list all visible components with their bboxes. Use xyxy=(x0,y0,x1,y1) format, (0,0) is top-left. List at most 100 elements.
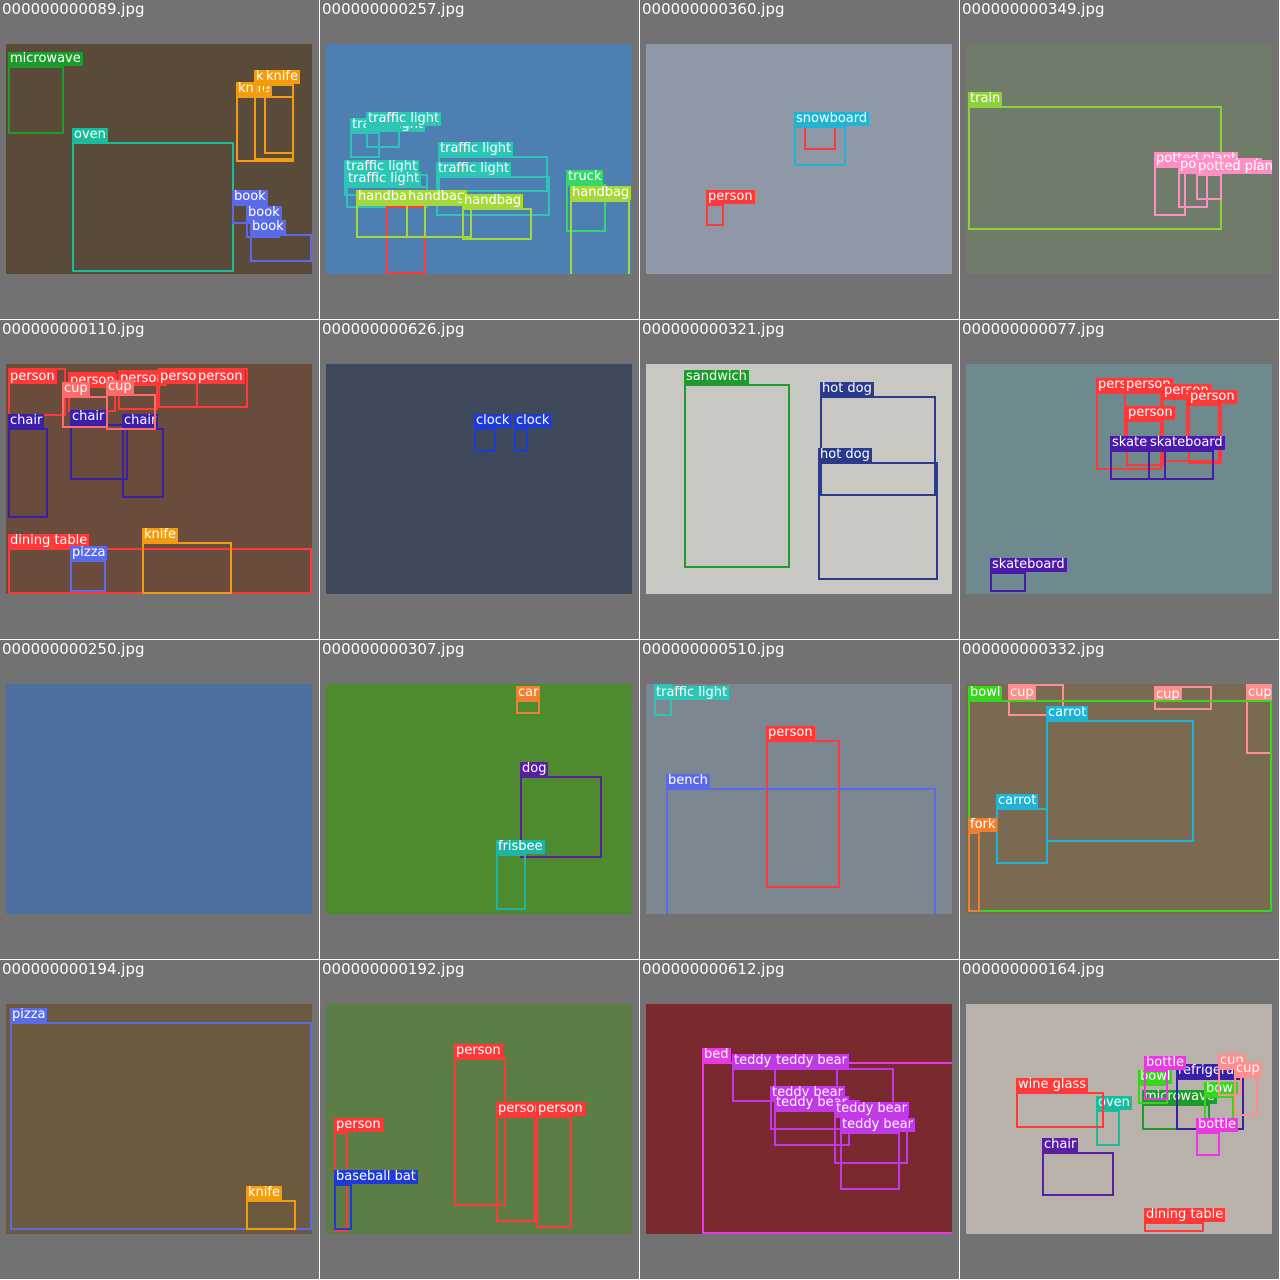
photo: personsnowboardperson xyxy=(646,44,952,274)
detection-label: traffic light xyxy=(436,161,512,176)
photo: traffic light traffic light traffic light t… xyxy=(326,44,632,274)
bounding-box: person xyxy=(158,368,207,408)
detection-label: person xyxy=(536,1101,585,1116)
detection-label: microwave xyxy=(8,51,83,66)
detection-label: skateboard xyxy=(990,557,1067,572)
bounding-box: knife xyxy=(246,1186,296,1230)
bounding-box: pizza xyxy=(70,546,108,592)
bounding-box: person xyxy=(196,368,248,408)
detection-label: skateboard xyxy=(1148,435,1225,450)
image-tile[interactable]: 000000000307.jpg car dog frisbee xyxy=(320,640,639,959)
photo: pizza knife xyxy=(6,1004,312,1234)
bounding-box: clock xyxy=(514,414,552,452)
image-tile[interactable]: 000000000257.jpg traffic light traffic lig… xyxy=(320,0,639,319)
detection-label: frisbee xyxy=(496,839,545,854)
image-tile[interactable]: 000000000164.jpg chair dining table oven mic… xyxy=(960,960,1279,1279)
bounding-box: chair xyxy=(1042,1138,1114,1196)
detection-label: bottle xyxy=(1144,1055,1187,1070)
detection-label: hot dog xyxy=(818,447,872,462)
bounding-box: bowl xyxy=(968,686,1272,912)
detection-label: person xyxy=(1124,377,1173,392)
photo xyxy=(6,684,312,914)
photo: chair dining table oven microwave refrigerat… xyxy=(966,1004,1272,1234)
image-tile[interactable]: 000000000077.jpg person person person person… xyxy=(960,320,1279,639)
detection-label: person xyxy=(8,369,57,384)
image-filename: 000000000349.jpg xyxy=(962,0,1105,18)
image-filename: 000000000612.jpg xyxy=(642,960,785,978)
image-tile[interactable]: 000000000089.jpgmicrowaveovenknifeknifek… xyxy=(0,0,319,319)
bounding-box: sandwich xyxy=(684,370,790,568)
bounding-box: person xyxy=(496,1102,545,1222)
photo: person person person person person chair chair… xyxy=(6,364,312,594)
detection-label: dining table xyxy=(1144,1207,1226,1222)
bounding-box: clock xyxy=(474,414,512,452)
photo: traffic light person bench xyxy=(646,684,952,914)
image-tile[interactable]: 000000000332.jpg cup cup cup bowl carrot carro… xyxy=(960,640,1279,959)
detection-label: traffic light xyxy=(344,159,420,174)
image-filename: 000000000194.jpg xyxy=(2,960,145,978)
image-filename: 000000000089.jpg xyxy=(2,0,145,18)
photo: person person person person person skateboard… xyxy=(966,364,1272,594)
bounding-box: cup xyxy=(1154,686,1212,710)
detection-label: person xyxy=(1188,389,1237,404)
detection-label: sandwich xyxy=(684,369,749,384)
bounding-box: person xyxy=(766,726,840,888)
bounding-box: snowboard xyxy=(794,112,870,166)
detection-label: cup xyxy=(62,381,90,396)
detection-label: person xyxy=(334,1117,383,1132)
image-tile[interactable]: 000000000192.jpg person person person person… xyxy=(320,960,639,1279)
bounding-box: dining table xyxy=(1144,1208,1226,1232)
bounding-box: truck xyxy=(566,170,606,232)
image-tile[interactable]: 000000000612.jpg bed teddy bear teddy bear t… xyxy=(640,960,959,1279)
image-filename: 000000000332.jpg xyxy=(962,640,1105,658)
bounding-box: cup xyxy=(1234,1062,1262,1116)
image-filename: 000000000077.jpg xyxy=(962,320,1105,338)
image-filename: 000000000510.jpg xyxy=(642,640,785,658)
image-filename: 000000000192.jpg xyxy=(322,960,465,978)
detection-label: person xyxy=(496,1101,545,1116)
bounding-box: wine glass xyxy=(1016,1078,1104,1128)
detection-label: carrot xyxy=(996,793,1039,808)
image-tile[interactable]: 000000000510.jpg traffic light person bench xyxy=(640,640,959,959)
photo: microwaveovenknifeknifeknifebookbookbook xyxy=(6,44,312,274)
detection-label: bench xyxy=(666,773,710,788)
detection-label: baseball bat xyxy=(334,1169,418,1184)
photo: sandwich hot dog hot dog xyxy=(646,364,952,594)
image-filename: 000000000307.jpg xyxy=(322,640,465,658)
bounding-box: book xyxy=(250,220,312,262)
bounding-box: teddy bear xyxy=(774,1096,850,1146)
image-tile[interactable]: 000000000321.jpg sandwich hot dog hot dog xyxy=(640,320,959,639)
detection-label: knife xyxy=(264,69,300,84)
image-filename: 000000000626.jpg xyxy=(322,320,465,338)
bounding-box: microwave xyxy=(8,52,83,134)
image-tile[interactable]: 000000000250.jpg xyxy=(0,640,319,959)
image-filename: 000000000257.jpg xyxy=(322,0,465,18)
detection-label: person xyxy=(196,369,245,384)
detection-label: clock xyxy=(514,413,552,428)
photo: person person person person baseball bat xyxy=(326,1004,632,1234)
image-tile[interactable]: 000000000110.jpg person person person person… xyxy=(0,320,319,639)
detection-label: chair xyxy=(122,413,159,428)
bounding-box: skateboard xyxy=(1148,436,1225,480)
image-tile[interactable]: 000000000360.jpgpersonsnowboardperson xyxy=(640,0,959,319)
bounding-box: bench xyxy=(666,774,936,914)
bounding-box: person xyxy=(706,190,755,226)
image-tile[interactable]: 000000000626.jpg clock clock xyxy=(320,320,639,639)
detection-label: traffic light xyxy=(654,685,730,700)
bounding-box: bottle xyxy=(1196,1118,1239,1156)
bounding-box: traffic light xyxy=(366,112,442,148)
detection-label: clock xyxy=(474,413,512,428)
detection-label: snowboard xyxy=(794,111,870,126)
detection-label: dining table xyxy=(8,533,90,548)
image-tile[interactable]: 000000000194.jpg pizza knife xyxy=(0,960,319,1279)
detection-label: dog xyxy=(520,761,549,776)
photo: cup cup cup bowl carrot carrot fork xyxy=(966,684,1272,914)
bounding-box: knife xyxy=(142,528,232,594)
detection-label: teddy bear xyxy=(840,1117,915,1132)
photo: car dog frisbee xyxy=(326,684,632,914)
bounding-box: chair xyxy=(70,410,128,480)
detection-label: person xyxy=(706,189,755,204)
detection-label: bowl xyxy=(1138,1069,1173,1084)
